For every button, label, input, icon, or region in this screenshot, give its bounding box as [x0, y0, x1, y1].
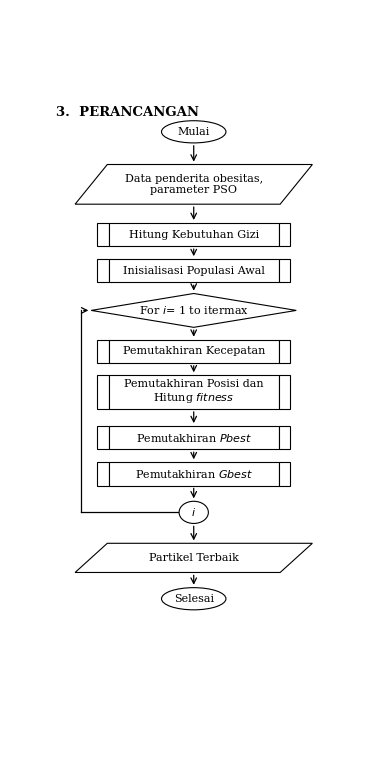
Text: Partikel Terbaik: Partikel Terbaik [149, 553, 239, 563]
Bar [279, 426, 290, 449]
Bar [109, 340, 279, 363]
Bar [109, 462, 279, 486]
Bar [109, 223, 279, 246]
Text: Pemutakhiran Posisi dan
Hitung $fitness$: Pemutakhiran Posisi dan Hitung $fitness$ [124, 379, 263, 405]
Ellipse shape [161, 587, 226, 610]
Text: Selesai: Selesai [174, 594, 214, 603]
Bar [279, 223, 290, 246]
Bar [279, 340, 290, 363]
Bar [97, 259, 109, 283]
Polygon shape [75, 543, 312, 572]
Text: Data penderita obesitas,
parameter PSO: Data penderita obesitas, parameter PSO [125, 174, 263, 195]
Bar [279, 375, 290, 409]
Ellipse shape [161, 121, 226, 143]
Text: $i$: $i$ [191, 506, 196, 518]
Polygon shape [75, 164, 312, 204]
Bar [109, 426, 279, 449]
Text: Hitung Kebutuhan Gizi: Hitung Kebutuhan Gizi [129, 230, 259, 240]
Text: 3.  PERANCANGAN: 3. PERANCANGAN [56, 105, 199, 118]
Bar [97, 223, 109, 246]
Bar [97, 426, 109, 449]
Text: Pemutakhiran $Gbest$: Pemutakhiran $Gbest$ [135, 468, 253, 480]
Bar [109, 259, 279, 283]
Bar [97, 462, 109, 486]
Bar [97, 340, 109, 363]
Ellipse shape [179, 501, 208, 524]
Bar [97, 375, 109, 409]
Bar [109, 375, 279, 409]
Text: Pemutakhiran $Pbest$: Pemutakhiran $Pbest$ [136, 431, 252, 443]
Bar [279, 462, 290, 486]
Text: Mulai: Mulai [178, 127, 210, 136]
Polygon shape [91, 293, 296, 327]
Text: Inisialisasi Populasi Awal: Inisialisasi Populasi Awal [123, 266, 265, 276]
Text: Pemutakhiran Kecepatan: Pemutakhiran Kecepatan [122, 346, 265, 356]
Bar [279, 259, 290, 283]
Text: For $i$= 1 to itermax: For $i$= 1 to itermax [139, 305, 249, 316]
